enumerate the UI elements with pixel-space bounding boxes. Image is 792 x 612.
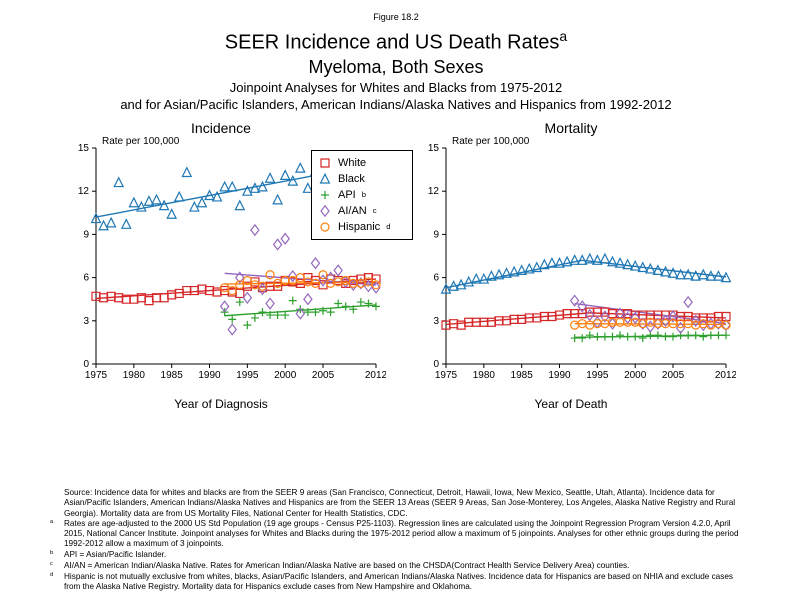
x-axis-label: Year of Diagnosis: [56, 397, 386, 411]
svg-text:1980: 1980: [123, 370, 146, 381]
incidence-panel: IncidenceRate per 100,000 0 3 6 9 12 15 1975 198…: [56, 120, 386, 411]
svg-text:1990: 1990: [198, 370, 221, 381]
panel-title: Mortality: [406, 120, 736, 136]
footnote-d: Hispanic is not mutually exclusive from …: [64, 572, 742, 593]
svg-text:2012: 2012: [715, 370, 736, 381]
footnote-b: API = Asian/Pacific Islander.: [64, 550, 166, 561]
svg-text:9: 9: [433, 229, 439, 240]
svg-text:1995: 1995: [236, 370, 259, 381]
legend-label: Black: [338, 171, 365, 187]
svg-text:12: 12: [78, 186, 90, 197]
svg-text:0: 0: [433, 359, 439, 370]
svg-text:1975: 1975: [435, 370, 458, 381]
svg-text:15: 15: [78, 143, 90, 154]
footnote-c: AI/AN = American Indian/Alaska Native. R…: [64, 561, 629, 572]
svg-text:0: 0: [83, 359, 89, 370]
svg-text:1975: 1975: [85, 370, 108, 381]
footnote-a: Rates are age-adjusted to the 2000 US St…: [64, 519, 742, 550]
x-axis-label: Year of Death: [406, 397, 736, 411]
figure-number: Figure 18.2: [0, 0, 792, 22]
scatter-plot: 0 3 6 9 12 15 1975 1980 1985 1990 1995 2000 2005 2012: [406, 138, 736, 388]
svg-text:2005: 2005: [312, 370, 335, 381]
svg-text:1990: 1990: [548, 370, 571, 381]
chart-subhead-2: and for Asian/Pacific Islanders, America…: [0, 97, 792, 112]
svg-text:1995: 1995: [586, 370, 609, 381]
svg-text:3: 3: [433, 315, 439, 326]
legend-item: Black: [318, 171, 406, 187]
svg-text:2000: 2000: [624, 370, 647, 381]
legend-item: AI/AN c: [318, 203, 406, 219]
legend: WhiteBlackAPI bAI/AN cHispanic d: [311, 150, 413, 240]
legend-label: AI/AN: [338, 203, 367, 219]
panels-row: IncidenceRate per 100,000036912151975198…: [0, 120, 792, 411]
svg-text:3: 3: [83, 315, 89, 326]
legend-label: White: [338, 155, 366, 171]
svg-text:6: 6: [433, 272, 439, 283]
chart-subtitle: Myeloma, Both Sexes: [0, 57, 792, 78]
chart-title: SEER Incidence and US Death Ratesa: [0, 28, 792, 55]
footnote-source: Source: Incidence data for whites and bl…: [64, 488, 742, 519]
chart-subhead-1: Joinpoint Analyses for Whites and Blacks…: [0, 80, 792, 95]
svg-text:1980: 1980: [473, 370, 496, 381]
svg-text:6: 6: [83, 272, 89, 283]
title-sup: a: [559, 28, 567, 44]
rate-label: Rate per 100,000: [452, 136, 529, 147]
svg-text:1985: 1985: [161, 370, 184, 381]
rate-label: Rate per 100,000: [102, 136, 179, 147]
legend-item: Hispanic d: [318, 219, 406, 235]
svg-text:2005: 2005: [662, 370, 685, 381]
panel-title: Incidence: [56, 120, 386, 136]
title-text: SEER Incidence and US Death Rates: [225, 32, 560, 54]
legend-label: Hispanic: [338, 219, 380, 235]
svg-text:1985: 1985: [511, 370, 534, 381]
legend-item: White: [318, 155, 406, 171]
svg-text:2012: 2012: [365, 370, 386, 381]
mortality-panel: MortalityRate per 100,000 0 3 6 9 12 15 1975 198…: [406, 120, 736, 411]
svg-text:9: 9: [83, 229, 89, 240]
svg-text:12: 12: [428, 186, 440, 197]
svg-text:2000: 2000: [274, 370, 297, 381]
legend-item: API b: [318, 187, 406, 203]
svg-text:15: 15: [428, 143, 440, 154]
footnotes: Source: Incidence data for whites and bl…: [50, 488, 742, 592]
legend-label: API: [338, 187, 356, 203]
